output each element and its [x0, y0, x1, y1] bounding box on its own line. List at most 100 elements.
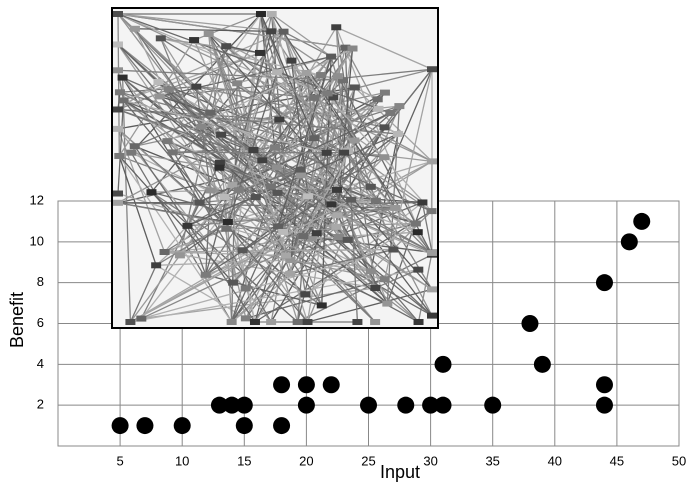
inset-edge: [155, 189, 240, 266]
inset-edge: [134, 145, 256, 323]
inset-node: [339, 149, 350, 156]
inset-node: [331, 223, 342, 230]
inset-node: [280, 252, 291, 259]
y-tick-label: 6: [37, 315, 44, 330]
x-tick-label: 20: [299, 453, 313, 468]
inset-edge: [313, 97, 433, 162]
inset-node: [332, 212, 343, 219]
inset-node: [385, 109, 396, 116]
inset-edge: [122, 100, 309, 323]
inset-node: [427, 158, 437, 165]
inset-node: [266, 28, 277, 35]
y-tick-label: 2: [37, 397, 44, 412]
inset-node: [153, 78, 164, 85]
inset-edge: [335, 27, 377, 289]
inset-node: [379, 124, 390, 131]
inset-edge: [386, 202, 424, 304]
x-axis-label: Input: [380, 462, 420, 482]
inset-node: [240, 315, 251, 322]
inset-node: [390, 204, 401, 211]
inset-edge: [119, 91, 433, 253]
inset-node: [426, 208, 437, 215]
inset-edge: [316, 80, 344, 234]
inset-node: [200, 271, 211, 278]
x-tick-label: 45: [610, 453, 624, 468]
inset-node: [216, 131, 227, 138]
inset-node: [427, 286, 437, 293]
inset-node: [340, 44, 351, 51]
inset-node: [316, 302, 327, 309]
inset-node: [427, 312, 437, 319]
y-tick-label: 10: [30, 233, 44, 248]
inset-node: [342, 236, 353, 243]
inset-edge: [159, 68, 433, 98]
point: [434, 355, 452, 373]
point: [595, 396, 613, 414]
inset-edge: [172, 74, 322, 153]
inset-node: [203, 31, 214, 38]
inset-edge: [260, 13, 278, 73]
inset-node: [159, 248, 170, 255]
point: [235, 417, 253, 435]
inset-edge: [226, 228, 388, 305]
inset-node: [370, 284, 381, 291]
inset-node: [136, 315, 147, 322]
inset-node: [113, 41, 123, 48]
inset-edge: [209, 13, 273, 113]
inset-node: [114, 152, 125, 159]
inset-node: [271, 164, 282, 171]
inset-node: [326, 53, 337, 60]
inset-node: [129, 143, 140, 150]
inset-node: [151, 262, 162, 269]
inset-node: [331, 186, 342, 193]
inset-edge: [159, 95, 211, 114]
inset-edge: [118, 155, 157, 266]
inset-node: [233, 187, 244, 194]
inset-node: [410, 220, 421, 227]
inset-node: [285, 257, 296, 264]
inset-edge: [384, 69, 433, 280]
inset-node: [250, 194, 261, 201]
inset-edge: [262, 108, 379, 161]
inset-edge: [121, 77, 132, 323]
inset-node: [167, 149, 178, 156]
inset-node: [205, 109, 216, 116]
inset-node: [113, 106, 123, 113]
inset-node: [266, 11, 277, 17]
inset-edge: [130, 152, 372, 272]
inset-node: [370, 197, 381, 204]
inset-edge: [117, 13, 120, 156]
inset-node: [333, 234, 344, 241]
inset-edge: [166, 140, 272, 323]
inset-edge: [335, 26, 433, 70]
inset-edge: [219, 167, 257, 198]
inset-node: [249, 319, 260, 325]
inset-node: [125, 319, 136, 325]
inset-edge: [129, 265, 157, 323]
inset-node: [163, 86, 174, 93]
point: [210, 396, 228, 414]
inset-edge: [375, 269, 419, 289]
inset-node: [394, 103, 405, 110]
inset-edge: [274, 147, 377, 202]
point: [521, 315, 539, 332]
inset-edge: [252, 149, 309, 323]
inset-node: [413, 266, 424, 273]
inset-edge: [271, 13, 302, 170]
inset-edge: [307, 288, 433, 323]
inset-edge: [150, 31, 285, 193]
inset-edge: [117, 13, 391, 114]
inset-node: [194, 199, 205, 206]
inset-edge: [276, 192, 419, 323]
inset-edge: [141, 226, 337, 320]
inset-node: [326, 201, 337, 208]
inset-node: [412, 229, 423, 236]
point: [620, 233, 638, 251]
inset-node: [240, 285, 251, 292]
inset-node: [274, 116, 285, 123]
inset-edge: [130, 13, 262, 154]
inset-edge: [343, 152, 396, 209]
inset-node: [114, 89, 125, 96]
x-tick-label: 10: [175, 453, 189, 468]
inset-node: [303, 193, 314, 200]
